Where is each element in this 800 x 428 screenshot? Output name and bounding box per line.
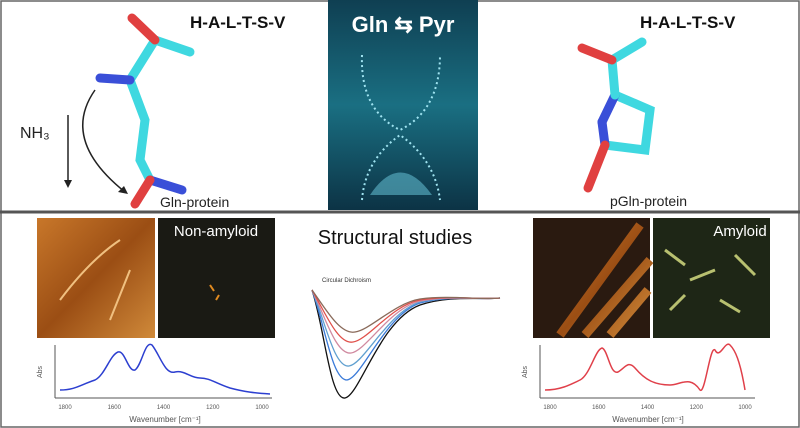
- bond: [125, 35, 160, 185]
- fibrils: [556, 222, 654, 338]
- tick-label: 1400: [641, 405, 655, 411]
- tick-label: 1400: [157, 405, 171, 411]
- afm-image: [37, 218, 155, 338]
- tick-labels: 1800 1600 1400 1200 1000: [58, 405, 269, 411]
- tick-label: 1600: [592, 405, 606, 411]
- tick-label: 1600: [108, 405, 122, 411]
- sequence: H-A-L-T-S-V: [640, 13, 736, 32]
- arrow-head: [118, 186, 128, 194]
- image-label: Amyloid: [713, 223, 766, 240]
- oxygen: [130, 175, 155, 209]
- x-label: Wavenumber [cm⁻¹]: [612, 415, 684, 424]
- ring: [600, 90, 655, 156]
- nitrogen: [95, 73, 135, 85]
- tick-label: 1200: [206, 405, 220, 411]
- y-label: Abs: [37, 365, 44, 378]
- nitrogen: [597, 90, 620, 127]
- tick-labels: 1800 1600 1400 1200 1000: [543, 405, 752, 411]
- polarized-texture: [209, 284, 220, 301]
- nitrogen: [145, 175, 187, 195]
- plot-title: Circular Dichroism: [322, 278, 371, 284]
- cd-curve: [311, 289, 501, 354]
- polarized-texture: [664, 248, 757, 314]
- center-title: Gln ⇆ Pyr: [352, 12, 455, 37]
- protein-label: Gln-protein: [160, 194, 229, 210]
- tick-label: 1800: [543, 405, 557, 411]
- tick-label: 1000: [255, 405, 269, 411]
- cd-curve: [311, 289, 501, 367]
- bond: [607, 37, 647, 65]
- tick-label: 1000: [738, 405, 752, 411]
- bond: [150, 35, 195, 57]
- sand: [370, 172, 432, 195]
- tick-label: 1800: [58, 405, 72, 411]
- cd-curves: [311, 289, 501, 399]
- bond: [607, 55, 620, 100]
- afm-texture: [59, 239, 131, 321]
- sequence: H-A-L-T-S-V: [190, 13, 286, 32]
- arrow-head: [64, 180, 72, 188]
- gln-molecule: [95, 13, 195, 209]
- curved-arrow: [82, 89, 126, 193]
- image-label: Non-amyloid: [174, 223, 258, 240]
- oxygen: [583, 140, 610, 193]
- cd-curve: [311, 289, 501, 333]
- ir-spectrum: [544, 343, 746, 391]
- polarized-image: [158, 218, 275, 338]
- reagent: NH₃: [20, 125, 50, 142]
- y-label: Abs: [522, 365, 529, 378]
- x-label: Wavenumber [cm⁻¹]: [129, 415, 201, 424]
- tick-label: 1200: [690, 405, 704, 411]
- section-title: Structural studies: [318, 227, 473, 249]
- oxygen: [127, 13, 160, 45]
- ir-spectrum: [59, 343, 271, 395]
- pgln-molecule: [577, 37, 655, 193]
- oxygen: [577, 43, 617, 65]
- polarized-image: [653, 218, 770, 338]
- protein-label: pGln-protein: [610, 193, 687, 209]
